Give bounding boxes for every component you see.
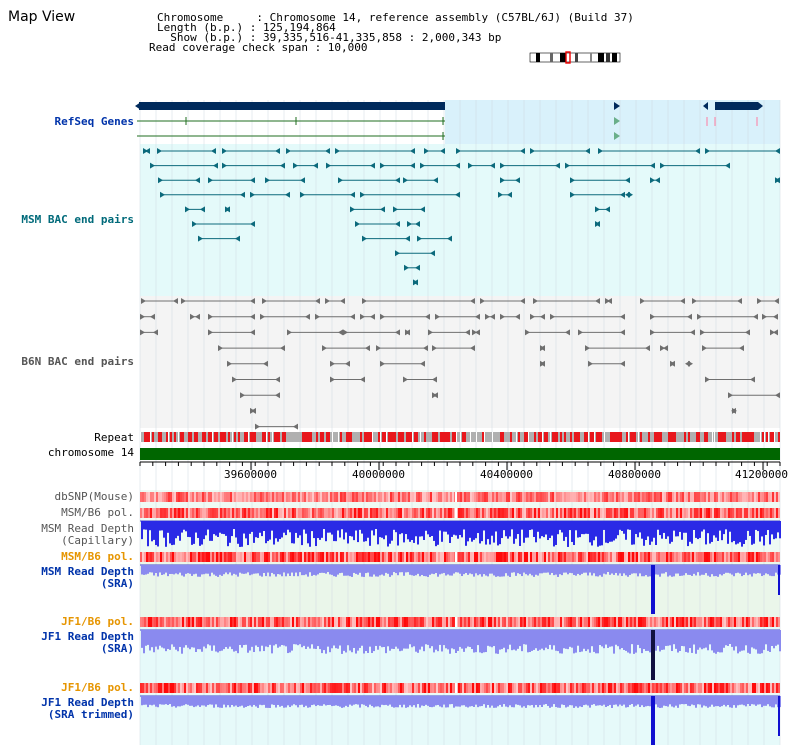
msm-bac-track[interactable] [143, 148, 780, 286]
dbsnp-label: dbSNP(Mouse) [54, 490, 134, 503]
axis-tick-label: 40800000 [608, 468, 661, 481]
jf1-depth-trim-sub: (SRA trimmed) [47, 708, 134, 721]
axis-tick-label: 40000000 [352, 468, 405, 481]
page-title: Map View [8, 9, 76, 25]
jf1-pol-label: JF1/B6 pol. [61, 615, 134, 628]
axis-tick-label: 39600000 [224, 468, 277, 481]
heat-tracks[interactable] [140, 492, 780, 693]
msm-b6-pol-label: MSM/B6 pol. [61, 506, 134, 519]
position-axis [139, 461, 781, 470]
b6n-bac-label: B6N BAC end pairs [21, 355, 134, 368]
refseq-label: RefSeq Genes [54, 115, 134, 128]
depth-tracks[interactable] [140, 520, 781, 745]
msm-depth-cap-sub: (Capillary) [61, 534, 134, 547]
msm-depth-cap-label: MSM Read Depth [41, 522, 134, 535]
axis-tick-label: 40400000 [480, 468, 533, 481]
axis-tick-label: 41200000 [735, 468, 788, 481]
refseq-gene-track[interactable] [135, 102, 763, 140]
msm-depth-sra-label: MSM Read Depth [41, 565, 134, 578]
chromosome-bar[interactable] [140, 448, 780, 460]
msm-depth-sra-sub: (SRA) [100, 577, 134, 590]
b6n-bac-track[interactable] [140, 298, 780, 430]
jf1-pol-trim-label: JF1/B6 pol. [61, 681, 134, 694]
msm-bac-label: MSM BAC end pairs [21, 213, 134, 226]
repeat-label: Repeat [94, 431, 134, 444]
repeat-track[interactable] [140, 432, 780, 442]
jf1-depth-label: JF1 Read Depth [41, 630, 134, 643]
jf1-depth-sub: (SRA) [100, 642, 134, 655]
chromosome-label: chromosome 14 [47, 446, 134, 459]
chromosome-info: Chromosome : Chromosome 14, reference as… [157, 11, 634, 24]
jf1-depth-trim-label: JF1 Read Depth [41, 696, 134, 709]
chromosome-ideogram[interactable] [529, 51, 621, 64]
length-info: Length (b.p.) : 125,194,864 [157, 21, 336, 34]
msm-b6-pol-sra-label: MSM/B6 pol. [61, 550, 134, 563]
show-range-info: Show (b.p.) : 39,335,516-41,335,858 : 2,… [157, 31, 502, 44]
coverage-span-info: Read coverage check span : 10,000 [149, 41, 368, 54]
